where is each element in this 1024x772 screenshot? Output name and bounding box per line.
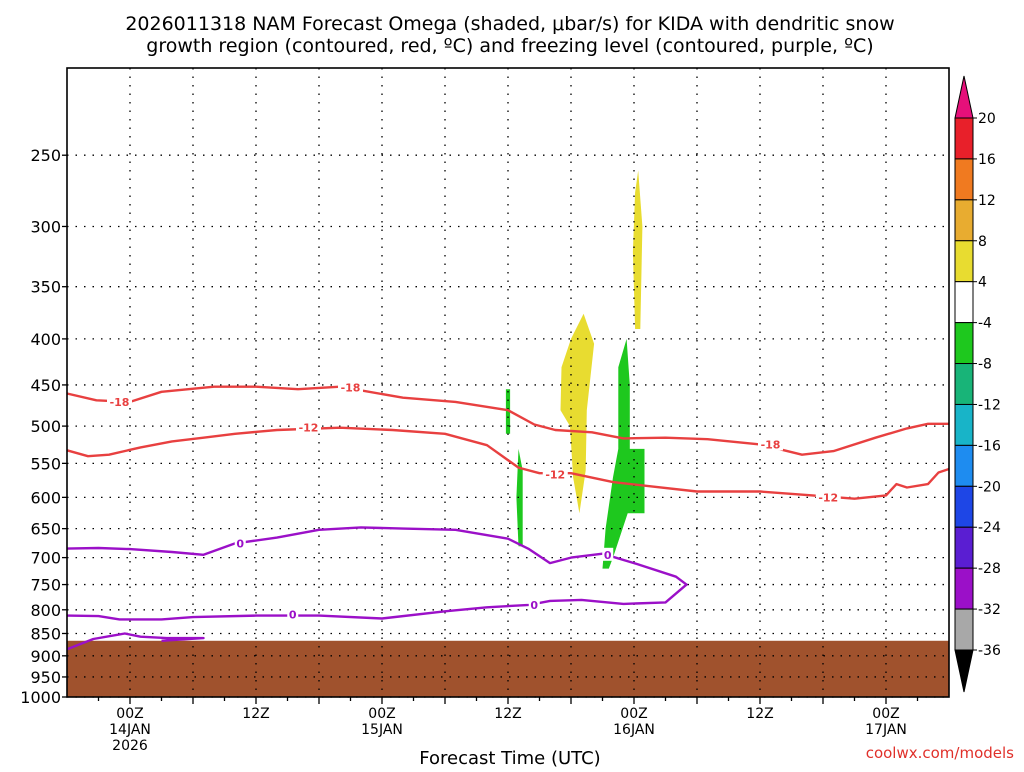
contour-label-2: -18 [761, 438, 781, 451]
y-tick-label-500: 500 [30, 417, 61, 436]
contour-label-bg-4 [542, 467, 568, 481]
colorbar-swatch-5 [954, 322, 974, 365]
y-tick-label-600: 600 [30, 488, 61, 507]
contour-label-bg-9 [528, 597, 540, 611]
colorbar-swatch-7 [954, 403, 974, 446]
contour-0b-3 [66, 632, 205, 651]
y-tick-label-250: 250 [30, 146, 61, 165]
colorbar-label-9: -20 [978, 479, 1001, 495]
colorbar-swatch-1 [954, 158, 974, 201]
colorbar-bottom-arrow [954, 649, 974, 693]
colorbar-label-12: -32 [978, 602, 1001, 618]
colorbar-label-1: 16 [978, 152, 996, 168]
colorbar-label-5: -4 [978, 316, 992, 332]
y-tick-label-450: 450 [30, 376, 61, 395]
x-tick-label-1-0: 12Z [242, 706, 269, 722]
colorbar-label-7: -12 [978, 397, 1001, 413]
colorbar-swatch-10 [954, 526, 974, 569]
contour-label-bg-3 [296, 420, 321, 434]
colorbar: 20 16 12 8 4 -4 -8 -12 -16 -20 -24 -28 -32 -36 [954, 75, 1001, 693]
contour-m12-1 [66, 426, 950, 500]
y-tick-label-400: 400 [30, 330, 61, 349]
contour-label-bg-6 [234, 536, 246, 550]
x-tick-label-6-0: 00Z [872, 706, 899, 722]
contour-label-7: 0 [604, 549, 612, 562]
y-tick-label-300: 300 [30, 217, 61, 236]
contour-label-8: 0 [289, 609, 297, 622]
colorbar-label-8: -16 [978, 438, 1001, 454]
colorbar-swatch-11 [954, 567, 974, 610]
y-tick-label-800: 800 [30, 601, 61, 620]
chart-title-line-2: growth region (contoured, red, ºC) and f… [146, 35, 873, 57]
y-tick-label-900: 900 [30, 647, 61, 666]
x-tick-label-4-0: 00Z [620, 706, 647, 722]
contour-label-6: 0 [236, 537, 244, 550]
colorbar-top-arrow [954, 75, 974, 119]
plot-area: -18 -18 -18 -12 -12 -12 0 0 0 0 250 300 350 400 450 500… [20, 67, 950, 754]
y-tick-label-350: 350 [30, 278, 61, 297]
contour-label-0: -18 [110, 396, 130, 409]
colorbar-label-6: -8 [978, 357, 992, 373]
chart-title-line-1: 2026011318 NAM Forecast Omega (shaded, μ… [125, 13, 894, 35]
y-tick-label-1000: 1000 [20, 688, 61, 707]
terrain-fill [67, 640, 949, 697]
x-tick-label-0-1: 14JAN [109, 722, 151, 738]
colorbar-swatch-6 [954, 363, 974, 405]
colorbar-swatch-2 [954, 199, 974, 242]
x-tick-label-0-0: 00Z [116, 706, 143, 722]
colorbar-swatch-3 [954, 240, 974, 283]
contour-label-bg-2 [758, 437, 783, 451]
x-tick-label-2-1: 15JAN [361, 722, 403, 738]
colorbar-swatch-12 [954, 608, 974, 651]
contour-label-bg-8 [287, 607, 299, 621]
colorbar-label-11: -28 [978, 561, 1001, 577]
contour-label-1: -18 [341, 382, 361, 395]
colorbar-label-0: 20 [978, 111, 996, 127]
colorbar-swatch-9 [954, 485, 974, 528]
contour-label-9: 0 [530, 599, 538, 612]
colorbar-label-3: 8 [978, 234, 987, 250]
contour-label-bg-7 [602, 547, 614, 561]
colorbar-swatch-8 [954, 444, 974, 487]
colorbar-swatch-4 [954, 281, 974, 324]
credit-text: coolwx.com/models [866, 744, 1014, 762]
colorbar-label-4: 4 [978, 275, 987, 291]
contour-m18-0 [66, 385, 949, 456]
x-tick-label-3-0: 12Z [494, 706, 521, 722]
y-tick-label-850: 850 [30, 624, 61, 643]
omega-region-3 [516, 448, 523, 547]
x-axis-label: Forecast Time (UTC) [419, 748, 600, 768]
y-tick-label-650: 650 [30, 520, 61, 539]
contour-label-bg-1 [338, 380, 363, 394]
contour-label-3: -12 [299, 422, 319, 435]
colorbar-label-13: -36 [978, 643, 1001, 659]
omega-region-0 [632, 170, 643, 329]
y-tick-label-700: 700 [30, 549, 61, 568]
x-tick-label-5-0: 12Z [746, 706, 773, 722]
x-tick-label-0-2: 2026 [112, 738, 148, 754]
contour-label-bg-5 [815, 490, 841, 504]
contour-label-bg-0 [107, 394, 132, 408]
y-tick-label-750: 750 [30, 576, 61, 595]
y-tick-label-950: 950 [30, 668, 61, 687]
y-tick-label-550: 550 [30, 454, 61, 473]
x-tick-label-4-1: 16JAN [613, 722, 655, 738]
contour-label-5: -12 [818, 491, 838, 504]
contour-label-4: -12 [545, 469, 565, 482]
colorbar-label-10: -24 [978, 520, 1001, 536]
x-tick-label-6-1: 17JAN [865, 722, 907, 738]
x-tick-label-2-0: 00Z [368, 706, 395, 722]
colorbar-swatch-0 [954, 117, 974, 160]
colorbar-label-2: 12 [978, 193, 996, 209]
